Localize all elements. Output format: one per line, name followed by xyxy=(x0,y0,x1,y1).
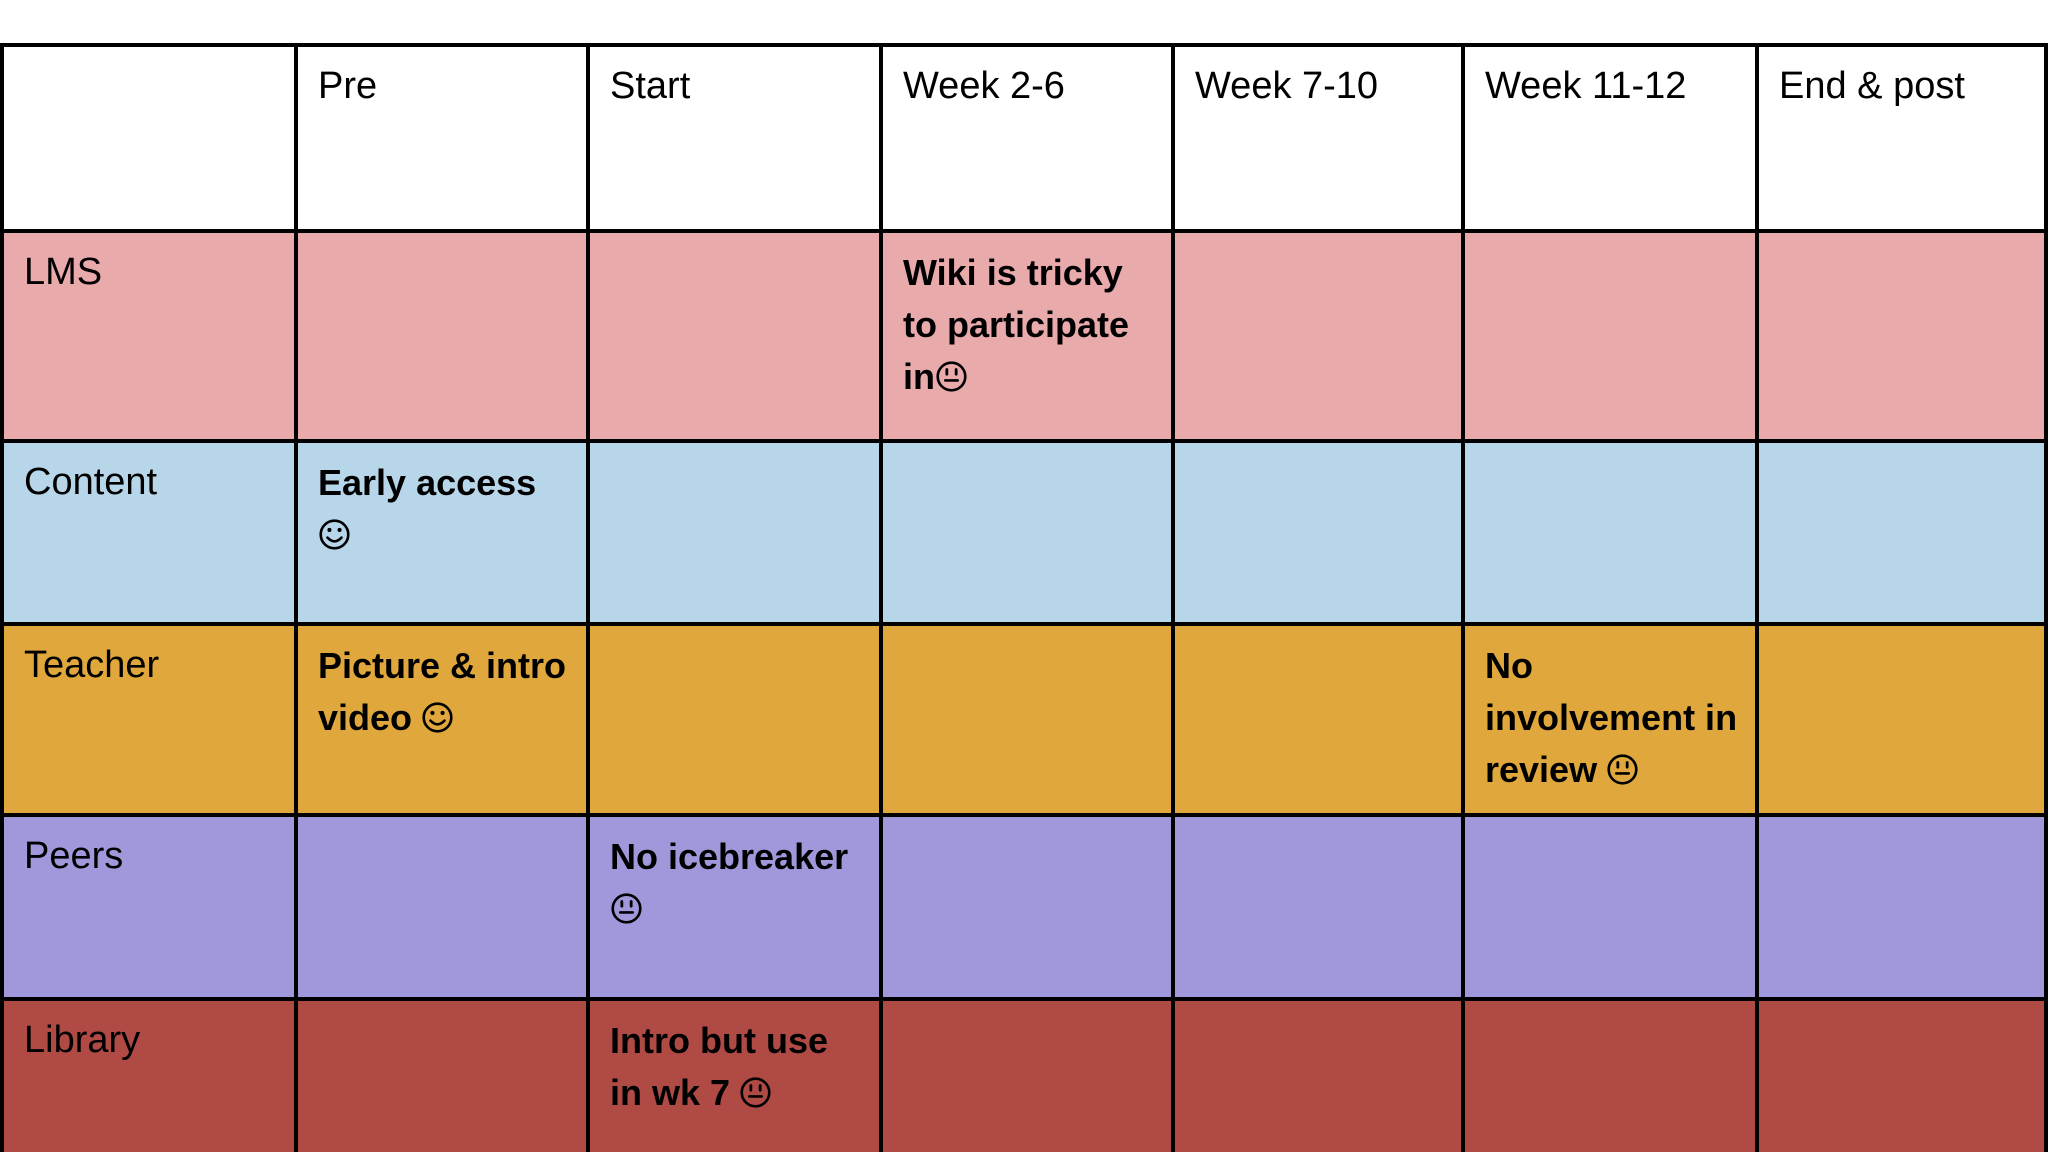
row-label: Library xyxy=(24,1019,141,1061)
row-label: LMS xyxy=(24,251,103,293)
cell-annotation: Intro but use in wk 7 xyxy=(610,1020,828,1114)
row-label-cell-teacher: Teacher xyxy=(4,626,294,813)
cell-lms-1 xyxy=(298,233,586,439)
cell-content-2 xyxy=(590,443,879,622)
cell-teacher-5: No involvement in review xyxy=(1465,626,1755,813)
column-header-label: End & post xyxy=(1779,65,1965,107)
cell-lms-2 xyxy=(590,233,879,439)
cell-peers-5 xyxy=(1465,817,1755,997)
cell-content-5 xyxy=(1465,443,1755,622)
column-header-week-11-12: Week 11-12 xyxy=(1465,47,1755,229)
cell-library-4 xyxy=(1175,1001,1461,1152)
column-header-label: Week 11-12 xyxy=(1485,65,1687,107)
neutral-face-icon xyxy=(611,893,642,924)
column-header-week-2-6: Week 2-6 xyxy=(883,47,1171,229)
row-label: Peers xyxy=(24,835,124,877)
engagement-matrix-table: Pre Start Week 2-6 Week 7-10 Week 11-12 … xyxy=(0,43,2048,1152)
cell-lms-6 xyxy=(1759,233,2044,439)
row-label: Teacher xyxy=(24,644,160,686)
column-header-label: Week 7-10 xyxy=(1195,65,1379,107)
cell-content-1: Early access xyxy=(298,443,586,622)
smiling-face-icon xyxy=(319,519,350,550)
cell-library-1 xyxy=(298,1001,586,1152)
row-label-cell-peers: Peers xyxy=(4,817,294,997)
cell-annotation: Picture & intro video xyxy=(318,645,567,739)
row-label-cell-lms: LMS xyxy=(4,233,294,439)
column-header-label: Week 2-6 xyxy=(903,65,1065,107)
column-header-pre: Pre xyxy=(298,47,586,229)
cell-annotation: No involvement in review xyxy=(1485,645,1738,791)
cell-peers-2: No icebreaker xyxy=(590,817,879,997)
cell-teacher-4 xyxy=(1175,626,1461,813)
cell-content-3 xyxy=(883,443,1171,622)
neutral-face-icon xyxy=(936,361,967,392)
column-header-label: Pre xyxy=(318,65,378,107)
column-header-label: Start xyxy=(610,65,691,107)
corner-cell xyxy=(4,47,294,229)
cell-library-3 xyxy=(883,1001,1171,1152)
row-label: Content xyxy=(24,461,158,503)
cell-content-4 xyxy=(1175,443,1461,622)
cell-content-6 xyxy=(1759,443,2044,622)
row-label-cell-library: Library xyxy=(4,1001,294,1152)
cell-teacher-6 xyxy=(1759,626,2044,813)
smiling-face-icon xyxy=(422,702,453,733)
row-label-cell-content: Content xyxy=(4,443,294,622)
column-header-week-7-10: Week 7-10 xyxy=(1175,47,1461,229)
cell-lms-4 xyxy=(1175,233,1461,439)
cell-teacher-1: Picture & intro video xyxy=(298,626,586,813)
cell-teacher-3 xyxy=(883,626,1171,813)
cell-annotation: Early access xyxy=(318,457,576,561)
neutral-face-icon xyxy=(1607,754,1638,785)
cell-peers-4 xyxy=(1175,817,1461,997)
cell-lms-3: Wiki is tricky to participate in xyxy=(883,233,1171,439)
cell-lms-5 xyxy=(1465,233,1755,439)
cell-library-2: Intro but use in wk 7 xyxy=(590,1001,879,1152)
cell-peers-1 xyxy=(298,817,586,997)
cell-annotation: No icebreaker xyxy=(610,831,869,935)
cell-peers-3 xyxy=(883,817,1171,997)
column-header-start: Start xyxy=(590,47,879,229)
column-header-end-post: End & post xyxy=(1759,47,2044,229)
neutral-face-icon xyxy=(740,1077,771,1108)
cell-peers-6 xyxy=(1759,817,2044,997)
cell-annotation: Wiki is tricky to participate in xyxy=(903,252,1130,398)
cell-teacher-2 xyxy=(590,626,879,813)
cell-library-5 xyxy=(1465,1001,1755,1152)
cell-library-6 xyxy=(1759,1001,2044,1152)
